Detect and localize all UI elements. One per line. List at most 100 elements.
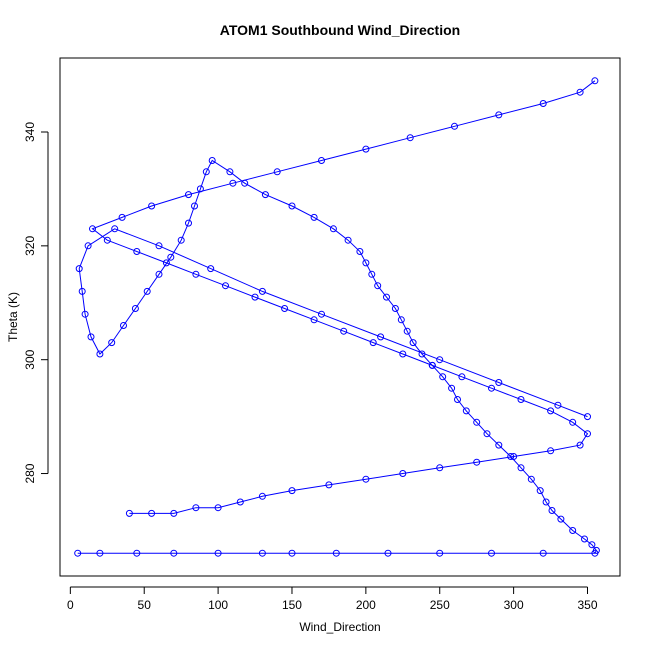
data-point bbox=[458, 373, 466, 381]
data-point bbox=[318, 310, 325, 318]
data-point bbox=[391, 305, 399, 312]
data-point bbox=[510, 453, 518, 460]
data-point bbox=[548, 507, 556, 514]
data-point bbox=[569, 527, 577, 534]
data-point bbox=[236, 498, 244, 506]
data-point bbox=[539, 100, 547, 107]
data-point bbox=[214, 504, 222, 512]
data-point bbox=[406, 134, 414, 142]
data-point bbox=[554, 401, 562, 409]
data-point bbox=[542, 498, 550, 506]
data-point bbox=[167, 253, 175, 261]
plot-frame bbox=[59, 57, 621, 577]
data-point bbox=[527, 475, 535, 483]
data-point bbox=[495, 441, 503, 449]
data-point bbox=[403, 327, 411, 335]
data-point bbox=[258, 549, 266, 557]
x-tick-label: 0 bbox=[67, 598, 74, 612]
data-point bbox=[208, 157, 216, 164]
data-point bbox=[78, 287, 86, 295]
chart-title: ATOM1 Southbound Wind_Direction bbox=[220, 22, 460, 38]
data-point bbox=[591, 77, 599, 85]
y-tick-label: 340 bbox=[23, 122, 37, 142]
x-axis-label: Wind_Direction bbox=[299, 620, 380, 634]
data-point bbox=[584, 413, 591, 421]
data-point bbox=[584, 430, 591, 438]
data-point bbox=[374, 282, 382, 290]
data-point bbox=[89, 225, 96, 233]
data-point bbox=[369, 339, 377, 347]
data-point bbox=[170, 509, 178, 517]
series-line bbox=[91, 80, 596, 514]
data-point bbox=[488, 549, 495, 557]
data-point bbox=[155, 270, 163, 278]
data-point bbox=[96, 549, 104, 557]
data-point bbox=[362, 259, 370, 267]
data-point bbox=[384, 549, 392, 557]
data-point bbox=[454, 396, 461, 403]
x-tick-label: 50 bbox=[138, 598, 152, 612]
data-point bbox=[155, 242, 163, 250]
x-tick-label: 350 bbox=[577, 598, 597, 612]
data-point bbox=[191, 202, 198, 210]
data-point bbox=[310, 316, 318, 324]
data-point bbox=[288, 487, 296, 495]
data-point bbox=[569, 418, 577, 426]
data-point bbox=[428, 361, 436, 369]
data-point bbox=[318, 157, 325, 164]
data-layer bbox=[74, 77, 600, 557]
data-point bbox=[108, 339, 116, 347]
data-point bbox=[418, 350, 426, 358]
data-point bbox=[539, 549, 547, 557]
data-point bbox=[131, 305, 139, 312]
data-point bbox=[377, 333, 385, 341]
data-point bbox=[439, 373, 447, 381]
data-point bbox=[581, 535, 588, 543]
data-point bbox=[202, 168, 210, 176]
data-point bbox=[214, 549, 222, 557]
data-point bbox=[222, 282, 229, 290]
data-point bbox=[170, 549, 178, 557]
x-axis: 0 50 100 150 200 250 300 350 bbox=[67, 586, 598, 612]
x-tick-label: 300 bbox=[504, 598, 524, 612]
data-point bbox=[118, 213, 126, 221]
data-point bbox=[84, 242, 92, 250]
data-point bbox=[96, 350, 104, 358]
data-point bbox=[74, 549, 82, 557]
data-point bbox=[288, 549, 296, 557]
data-point bbox=[473, 418, 481, 426]
data-point bbox=[483, 430, 491, 438]
data-point bbox=[488, 384, 495, 392]
data-point bbox=[125, 509, 133, 517]
data-point bbox=[81, 310, 89, 318]
data-point bbox=[143, 287, 151, 295]
data-point bbox=[547, 407, 555, 415]
y-axis-label: Theta (K) bbox=[6, 292, 20, 342]
x-tick-label: 200 bbox=[356, 598, 376, 612]
data-point bbox=[399, 470, 407, 477]
data-point bbox=[281, 305, 289, 312]
data-point bbox=[397, 316, 405, 324]
data-point bbox=[448, 384, 456, 392]
data-point bbox=[192, 504, 200, 512]
data-point bbox=[103, 236, 111, 244]
data-point bbox=[148, 509, 156, 517]
data-point bbox=[75, 265, 83, 273]
data-point bbox=[229, 179, 237, 187]
data-point bbox=[325, 481, 333, 489]
data-point bbox=[87, 333, 95, 341]
data-point bbox=[329, 225, 337, 233]
data-point bbox=[473, 458, 481, 466]
data-point bbox=[409, 339, 417, 347]
y-axis: 280 300 320 340 bbox=[23, 122, 49, 484]
data-point bbox=[362, 145, 370, 153]
data-point bbox=[536, 487, 544, 495]
data-point bbox=[436, 549, 444, 557]
data-point bbox=[185, 191, 192, 199]
data-point bbox=[332, 549, 340, 557]
data-point bbox=[226, 168, 234, 176]
data-point bbox=[111, 225, 119, 233]
x-tick-label: 250 bbox=[430, 598, 450, 612]
data-point bbox=[495, 379, 503, 386]
